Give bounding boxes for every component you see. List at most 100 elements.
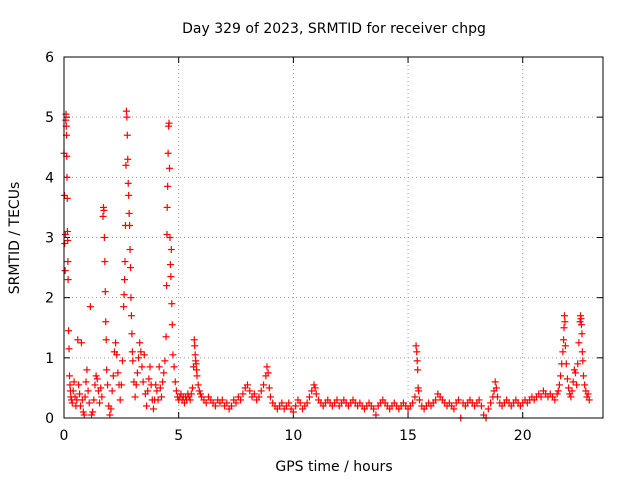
data-point	[554, 387, 562, 395]
data-point	[159, 378, 167, 386]
data-point	[227, 402, 235, 410]
data-point	[166, 164, 174, 172]
data-point	[553, 390, 561, 398]
data-point	[109, 372, 117, 380]
x-axis-label: GPS time / hours	[275, 459, 392, 475]
data-point	[237, 396, 245, 404]
data-point	[477, 402, 485, 410]
data-point	[484, 405, 492, 413]
data-point	[96, 399, 104, 407]
data-point	[127, 264, 135, 272]
data-point	[102, 336, 110, 344]
data-point	[146, 363, 154, 371]
data-point	[188, 384, 196, 392]
data-point	[104, 381, 112, 389]
data-point	[576, 318, 584, 326]
data-point	[560, 336, 568, 344]
data-point	[167, 273, 175, 281]
data-point	[559, 348, 567, 356]
data-point	[196, 390, 204, 398]
data-point	[171, 378, 179, 386]
data-point	[223, 399, 231, 407]
data-point	[93, 375, 101, 383]
data-point	[121, 258, 129, 266]
data-point	[69, 387, 77, 395]
data-point	[76, 390, 84, 398]
data-point	[562, 360, 570, 368]
data-point	[170, 363, 178, 371]
data-point	[278, 399, 286, 407]
y-axis-label: SRMTID / TECUs	[7, 182, 23, 295]
data-point	[122, 161, 130, 169]
data-point	[103, 366, 111, 374]
data-point	[77, 339, 85, 347]
data-point	[113, 351, 121, 359]
data-point	[68, 399, 76, 407]
data-point	[187, 390, 195, 398]
data-points	[60, 107, 593, 422]
data-point	[101, 258, 109, 266]
data-point	[131, 393, 139, 401]
data-point	[239, 390, 247, 398]
data-point	[561, 342, 569, 350]
data-point	[136, 339, 144, 347]
y-tick-label: 1	[45, 351, 54, 367]
data-point	[166, 261, 174, 269]
data-point	[128, 330, 136, 338]
data-point	[154, 396, 162, 404]
data-point	[77, 402, 85, 410]
data-point	[82, 378, 90, 386]
data-point	[85, 399, 93, 407]
data-point	[416, 396, 424, 404]
data-point	[75, 381, 83, 389]
data-point	[333, 396, 341, 404]
data-point	[166, 234, 174, 241]
data-point	[98, 393, 106, 401]
y-tick-label: 2	[45, 291, 54, 307]
data-point	[61, 267, 69, 275]
data-point	[172, 387, 180, 395]
y-tick-label: 0	[45, 411, 54, 427]
data-point	[126, 246, 134, 254]
data-point	[537, 393, 545, 401]
data-point	[263, 363, 271, 371]
data-point	[190, 336, 198, 344]
data-point	[218, 396, 226, 404]
data-point	[191, 342, 199, 350]
data-point	[125, 191, 133, 199]
data-point	[560, 324, 568, 332]
x-tick-label: 10	[284, 428, 302, 444]
data-point	[86, 303, 94, 311]
data-point	[79, 408, 87, 416]
data-point	[144, 387, 152, 395]
data-point	[246, 387, 254, 395]
data-point	[569, 378, 577, 386]
data-point	[164, 182, 172, 190]
data-point	[193, 372, 201, 380]
data-point	[64, 237, 72, 245]
data-point	[128, 348, 136, 356]
data-point	[65, 327, 73, 335]
data-point	[192, 360, 200, 368]
data-point	[108, 387, 116, 395]
chart-title: Day 329 of 2023, SRMTID for receiver chp…	[182, 21, 486, 37]
data-point	[127, 294, 135, 302]
data-point	[412, 342, 420, 350]
data-point	[194, 381, 202, 389]
axis-ticks: 0 1 2 3 4 5 6 0 5 10 15 20	[45, 50, 603, 444]
data-point	[555, 381, 563, 389]
data-point	[577, 321, 585, 329]
data-point	[114, 369, 122, 377]
data-point	[63, 227, 71, 235]
data-point	[124, 155, 132, 163]
data-point	[155, 363, 163, 371]
data-point	[563, 375, 571, 383]
data-point	[255, 393, 263, 401]
x-tick-label: 5	[174, 428, 183, 444]
data-point	[65, 345, 73, 353]
data-point	[133, 369, 141, 377]
data-point	[92, 372, 100, 380]
data-point	[149, 405, 157, 413]
data-point	[455, 396, 463, 404]
